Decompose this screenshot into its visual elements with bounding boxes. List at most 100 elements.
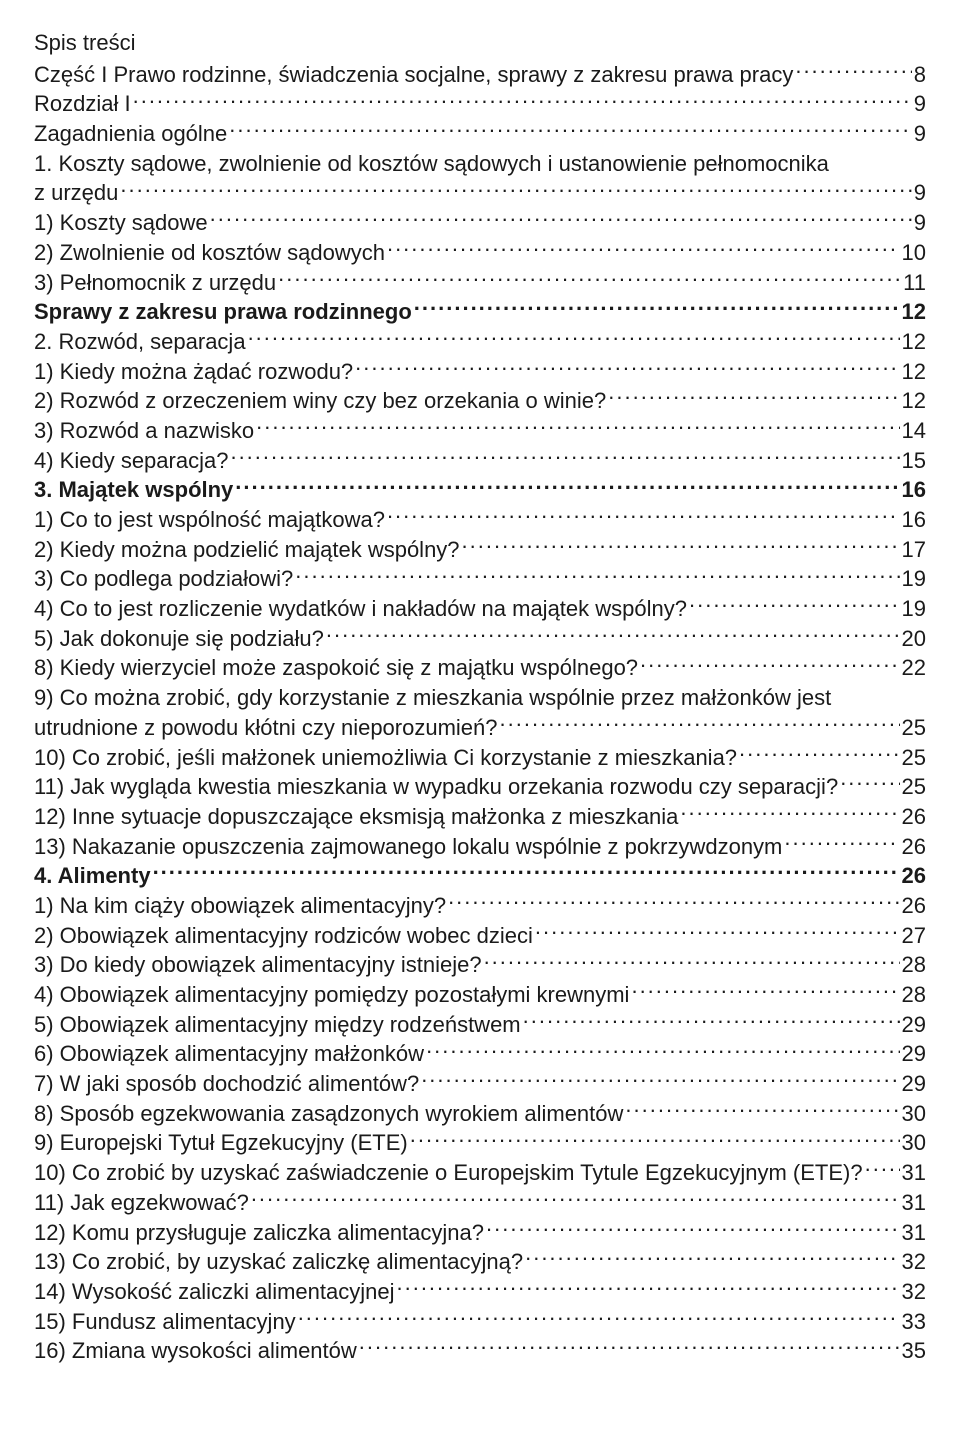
toc-entry-page: 9 — [914, 208, 926, 238]
toc-leader-dots — [229, 119, 911, 141]
toc-entry-label: 8) Sposób egzekwowania zasądzonych wyrok… — [34, 1099, 623, 1129]
toc-entry: 12) Komu przysługuje zaliczka alimentacy… — [34, 1218, 926, 1248]
toc-entry-page: 12 — [902, 327, 926, 357]
toc-entry-label: 5) Obowiązek alimentacyjny między rodzeń… — [34, 1010, 521, 1040]
toc-entry-label: 12) Komu przysługuje zaliczka alimentacy… — [34, 1218, 484, 1248]
toc-entry-page: 26 — [902, 891, 926, 921]
toc-leader-dots — [523, 1010, 900, 1032]
toc-entry: 13) Nakazanie opuszczenia zajmowanego lo… — [34, 832, 926, 862]
toc-entry-page: 28 — [902, 950, 926, 980]
toc-entry-label: 1) Kiedy można żądać rozwodu? — [34, 357, 353, 387]
toc-leader-dots — [795, 60, 911, 82]
toc-entry: 1) Kiedy można żądać rozwodu?12 — [34, 357, 926, 387]
toc-leader-dots — [462, 535, 900, 557]
toc-entry-page: 35 — [902, 1336, 926, 1366]
toc-leader-dots — [326, 624, 900, 646]
toc-leader-dots — [448, 891, 899, 913]
toc-entry: utrudnione z powodu kłótni czy nieporozu… — [34, 713, 926, 743]
toc-entry-page: 22 — [902, 653, 926, 683]
toc-leader-dots — [640, 653, 899, 675]
toc-entry-label: 1) Koszty sądowe — [34, 208, 208, 238]
toc-leader-dots — [625, 1099, 899, 1121]
toc-leader-dots — [414, 297, 900, 319]
toc-leader-dots — [421, 1069, 899, 1091]
toc-entry-label: utrudnione z powodu kłótni czy nieporozu… — [34, 713, 498, 743]
toc-entry: Część I Prawo rodzinne, świadczenia socj… — [34, 60, 926, 90]
toc-entry: Sprawy z zakresu prawa rodzinnego12 — [34, 297, 926, 327]
toc-entry-page: 33 — [902, 1307, 926, 1337]
toc-entry-page: 19 — [902, 564, 926, 594]
toc-entry-line1: 9) Co można zrobić, gdy korzystanie z mi… — [34, 683, 926, 713]
toc-entry: 10) Co zrobić, jeśli małżonek uniemożliw… — [34, 743, 926, 773]
toc-entry-label: 4) Co to jest rozliczenie wydatków i nak… — [34, 594, 687, 624]
toc-entry: 3) Co podlega podziałowi?19 — [34, 564, 926, 594]
toc-entry: 5) Obowiązek alimentacyjny między rodzeń… — [34, 1010, 926, 1040]
toc-entry: 2) Obowiązek alimentacyjny rodziców wobe… — [34, 921, 926, 951]
toc-entry-label: 4) Obowiązek alimentacyjny pomiędzy pozo… — [34, 980, 629, 1010]
toc-entry-label: 10) Co zrobić by uzyskać zaświadczenie o… — [34, 1158, 863, 1188]
toc-entry-label: 2) Obowiązek alimentacyjny rodziców wobe… — [34, 921, 533, 951]
toc-entry: 4. Alimenty26 — [34, 861, 926, 891]
toc-leader-dots — [680, 802, 899, 824]
toc-leader-dots — [235, 475, 899, 497]
toc-entry: 9) Europejski Tytuł Egzekucyjny (ETE) 30 — [34, 1128, 926, 1158]
toc-entry-label: Rozdział I — [34, 89, 131, 119]
toc-leader-dots — [120, 178, 911, 200]
toc-leader-dots — [256, 416, 899, 438]
toc-entry-label: 2) Kiedy można podzielić majątek wspólny… — [34, 535, 460, 565]
toc-leader-dots — [251, 1188, 900, 1210]
toc-entry-page: 29 — [902, 1069, 926, 1099]
toc-entry-label: 9) Europejski Tytuł Egzekucyjny (ETE) — [34, 1128, 408, 1158]
toc-leader-dots — [739, 743, 899, 765]
toc-entry: 10) Co zrobić by uzyskać zaświadczenie o… — [34, 1158, 926, 1188]
toc-entry: 16) Zmiana wysokości alimentów35 — [34, 1336, 926, 1366]
toc-leader-dots — [410, 1128, 900, 1150]
toc-entry-page: 11 — [903, 268, 926, 298]
toc-leader-dots — [426, 1039, 899, 1061]
toc-entry-page: 12 — [902, 297, 926, 327]
toc-entry: 3. Majątek wspólny16 — [34, 475, 926, 505]
toc-entry: 4) Kiedy separacja?15 — [34, 446, 926, 476]
toc-entry: 3) Pełnomocnik z urzędu11 — [34, 268, 926, 298]
toc-entry-label: 13) Co zrobić, by uzyskać zaliczkę alime… — [34, 1247, 523, 1277]
toc-leader-dots — [525, 1247, 899, 1269]
toc-entry: 1) Na kim ciąży obowiązek alimentacyjny?… — [34, 891, 926, 921]
toc-entry: 12) Inne sytuacje dopuszczające eksmisją… — [34, 802, 926, 832]
toc-entry-label: 11) Jak wygląda kwestia mieszkania w wyp… — [34, 772, 838, 802]
toc-entry-label: 5) Jak dokonuje się podziału? — [34, 624, 324, 654]
toc-entry-page: 25 — [902, 772, 926, 802]
toc-entry: 4) Co to jest rozliczenie wydatków i nak… — [34, 594, 926, 624]
toc-entry-page: 32 — [902, 1277, 926, 1307]
toc-entry-label: 2. Rozwód, separacja — [34, 327, 246, 357]
toc-leader-dots — [359, 1336, 900, 1358]
toc-entry: 3) Do kiedy obowiązek alimentacyjny istn… — [34, 950, 926, 980]
toc-entry-page: 8 — [914, 60, 926, 90]
toc-entry-page: 17 — [902, 535, 926, 565]
toc-entry: 7) W jaki sposób dochodzić alimentów? 29 — [34, 1069, 926, 1099]
toc-entry-page: 31 — [902, 1188, 926, 1218]
toc-entry: 14) Wysokość zaliczki alimentacyjnej32 — [34, 1277, 926, 1307]
toc-entry-label: 13) Nakazanie opuszczenia zajmowanego lo… — [34, 832, 782, 862]
toc-entry-page: 30 — [902, 1128, 926, 1158]
toc-entry-page: 16 — [902, 505, 926, 535]
toc-leader-dots — [133, 89, 912, 111]
toc-entry-page: 25 — [902, 713, 926, 743]
toc-entry-page: 20 — [902, 624, 926, 654]
toc-entry-label: 3) Rozwód a nazwisko — [34, 416, 254, 446]
toc-leader-dots — [486, 1218, 900, 1240]
toc-leader-dots — [631, 980, 899, 1002]
toc-leader-dots — [387, 238, 900, 260]
toc-entry-label: 3) Do kiedy obowiązek alimentacyjny istn… — [34, 950, 482, 980]
toc-entry-page: 29 — [902, 1010, 926, 1040]
toc-leader-dots — [295, 564, 899, 586]
toc-entry-page: 19 — [902, 594, 926, 624]
toc-entry-label: 11) Jak egzekwować? — [34, 1188, 249, 1218]
toc-entry-page: 31 — [902, 1158, 926, 1188]
toc-entry-label: 15) Fundusz alimentacyjny — [34, 1307, 296, 1337]
toc-entry-page: 25 — [902, 743, 926, 773]
toc-entry-label: 7) W jaki sposób dochodzić alimentów? — [34, 1069, 419, 1099]
toc-entry-page: 14 — [902, 416, 926, 446]
toc-entry-label: 3. Majątek wspólny — [34, 475, 233, 505]
toc-entry-label: z urzędu — [34, 178, 118, 208]
toc-entry-page: 26 — [902, 832, 926, 862]
